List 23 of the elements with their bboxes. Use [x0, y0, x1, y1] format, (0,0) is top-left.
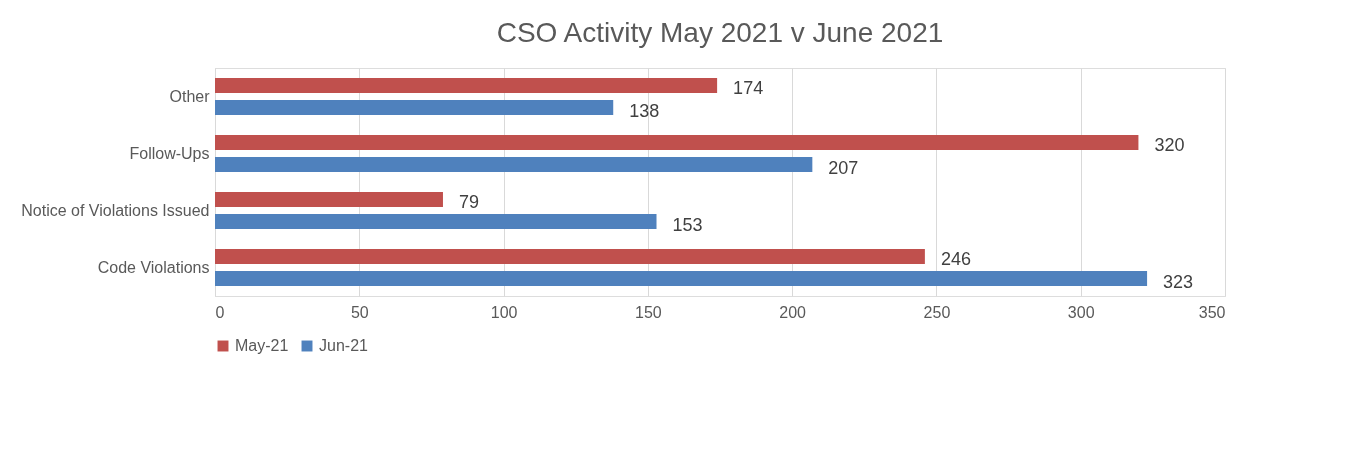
x-tick-label: 200 — [779, 303, 807, 321]
x-tick-label: 150 — [635, 303, 662, 321]
data-label: 138 — [629, 100, 660, 121]
x-tick-label: 50 — [350, 303, 369, 321]
x-tick-label: 350 — [1198, 303, 1226, 321]
y-tick-label: Follow-Ups — [129, 144, 210, 162]
legend-label: Jun-21 — [319, 337, 369, 354]
x-tick-label: 300 — [1067, 303, 1095, 321]
x-tick-label: 250 — [923, 303, 951, 321]
legend-label: May-21 — [235, 337, 289, 354]
chart-title: CSO Activity May 2021 v June 2021 — [496, 17, 944, 48]
data-label: 79 — [458, 192, 479, 213]
y-tick-label: Other — [169, 87, 211, 105]
y-tick-label: Code Violations — [97, 258, 210, 276]
x-tick-label: 100 — [490, 303, 518, 321]
data-label: 320 — [1154, 135, 1185, 156]
data-label: 174 — [733, 78, 764, 99]
data-label: 246 — [940, 249, 971, 270]
data-label: 153 — [672, 214, 703, 235]
data-label: 207 — [828, 157, 859, 178]
data-label: 323 — [1163, 271, 1194, 292]
x-tick-label: 0 — [215, 303, 225, 321]
y-tick-label: Notice of Violations Issued — [21, 201, 210, 219]
